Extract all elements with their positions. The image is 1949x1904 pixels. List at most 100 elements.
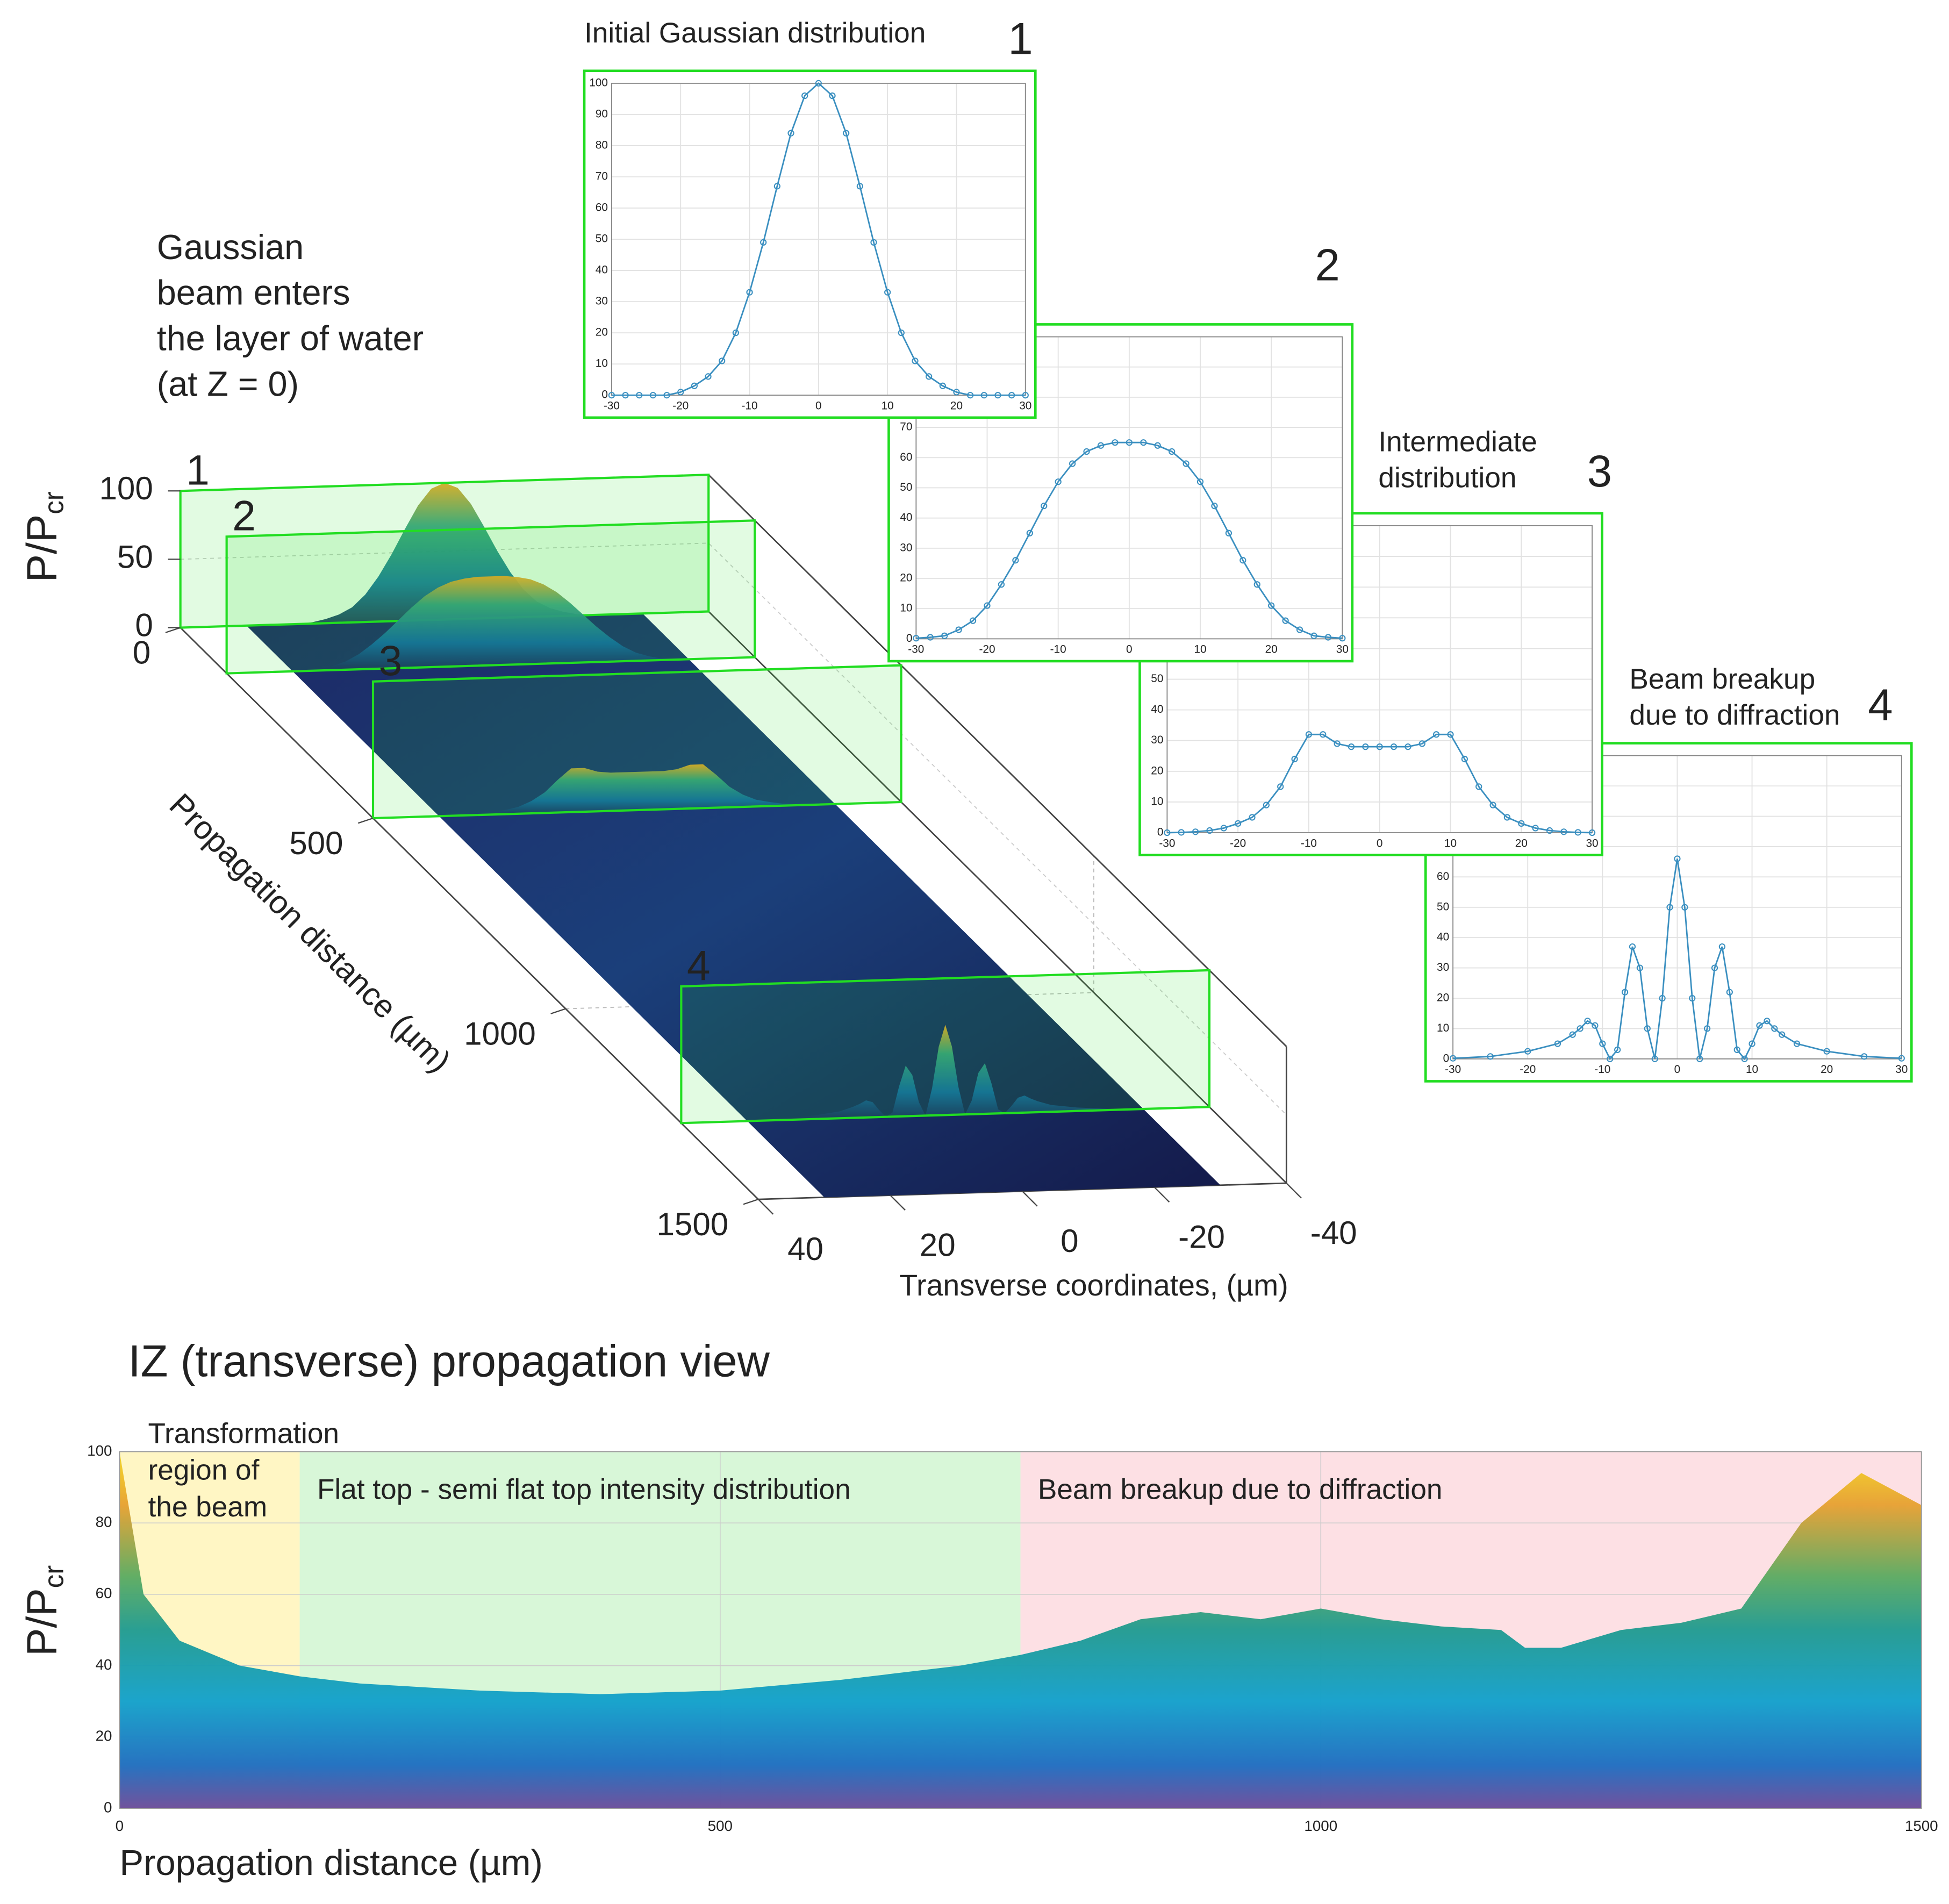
profile-point	[1447, 731, 1454, 738]
x-tick-label: 30	[1019, 400, 1031, 412]
profile-point	[1449, 1055, 1457, 1062]
y-tick-label: 10	[596, 357, 608, 370]
profile-point	[677, 389, 684, 396]
profile-point	[1282, 617, 1289, 624]
profile-point	[732, 330, 739, 337]
profile-point	[984, 602, 991, 609]
chart-title: IZ (transverse) propagation view	[128, 1336, 770, 1386]
profile-point	[649, 392, 657, 399]
z-tick-label: 50	[117, 539, 153, 575]
profile-point	[1733, 1046, 1740, 1054]
profile-point	[1524, 1048, 1531, 1055]
profile-point	[1022, 392, 1029, 399]
profile-point	[1164, 829, 1171, 836]
profile-point	[1183, 460, 1190, 467]
x-tick-label: -20	[1230, 837, 1246, 849]
profile-point	[1192, 828, 1199, 835]
profile-point	[622, 392, 629, 399]
x-tick-label: 1000	[1304, 1817, 1337, 1834]
y-tick-label: 60	[96, 1585, 112, 1601]
intensity-area	[119, 1451, 1922, 1808]
profile-point	[1041, 503, 1048, 510]
x-tick-label: -40	[1310, 1215, 1357, 1251]
profile-point	[1169, 448, 1176, 455]
axis-label: P/Pcr	[18, 1565, 68, 1656]
profile-chart: 0 10 20 30 40 50 60 70 80 90 100 -30 -20 -10 0 10 20 30 In…	[583, 14, 1037, 419]
chart-number: 2	[1315, 240, 1339, 290]
profile-point	[1225, 529, 1233, 536]
x-tick-label: -30	[604, 400, 620, 412]
profile-point	[1206, 827, 1213, 834]
tick-mark	[890, 1194, 906, 1211]
profile-point	[1644, 1025, 1651, 1032]
profile-point	[1696, 1055, 1703, 1062]
y-tick-label: 30	[1437, 961, 1449, 974]
profile-point	[1823, 1048, 1830, 1055]
axis-label: Transverse coordinates, (µm)	[899, 1269, 1288, 1302]
profile-point	[1418, 740, 1425, 747]
profile-point	[926, 373, 933, 380]
chart-title: due to diffraction	[1629, 699, 1840, 731]
chart-title: Beam breakup	[1629, 663, 1815, 695]
y-tick-label: 60	[1437, 870, 1449, 883]
profile-point	[1405, 743, 1411, 750]
tick-mark	[1153, 1186, 1170, 1203]
profile-point	[1532, 825, 1539, 832]
annotation: (at Z = 0)	[157, 364, 299, 403]
profile-point	[1674, 855, 1681, 862]
profile-line	[1453, 858, 1902, 1061]
y-tick-label: 0	[601, 389, 608, 401]
profile-point	[1636, 964, 1644, 971]
x-tick-label: 0	[1674, 1063, 1681, 1076]
x-tick-label: 30	[1895, 1063, 1908, 1076]
y-tick-label: 0	[133, 634, 151, 670]
y-tick-label: 60	[596, 202, 608, 214]
surface-slice	[747, 1025, 1144, 1121]
x-tick-label: 0	[1126, 643, 1133, 656]
profile-point	[1339, 635, 1346, 642]
profile-point	[1178, 829, 1185, 836]
y-tick-label: 80	[596, 139, 608, 151]
profile-point	[1348, 743, 1355, 750]
grid-line	[565, 856, 1094, 1010]
profile-point	[1703, 1025, 1711, 1032]
profile-point	[1584, 1018, 1591, 1025]
y-tick-label: 1000	[464, 1015, 536, 1051]
profile-point	[1277, 783, 1284, 790]
profile-point	[1666, 904, 1673, 911]
profile-point	[1235, 820, 1242, 827]
y-tick-label: 30	[596, 295, 608, 307]
tick-mark	[165, 627, 181, 633]
x-tick-label: 20	[950, 400, 963, 412]
profile-point	[1577, 1025, 1583, 1032]
y-tick-label: 100	[589, 76, 608, 89]
profile-point	[912, 357, 919, 364]
profile-point	[870, 239, 877, 246]
y-tick-label: 30	[900, 541, 912, 554]
profile-point	[856, 183, 863, 190]
region-label: Transformation	[148, 1418, 339, 1449]
y-tick-label: 70	[596, 170, 608, 182]
profile-point	[1239, 557, 1246, 564]
profile-point	[1629, 943, 1636, 950]
chart-title: Intermediate	[1378, 426, 1537, 457]
profile-point	[843, 130, 850, 137]
profile-point	[1291, 755, 1298, 763]
slice-label: 2	[232, 492, 256, 540]
axis-line	[708, 474, 1287, 1047]
axis-label-sub: cr	[38, 1565, 69, 1588]
y-tick-label: 40	[900, 511, 912, 524]
profile-point	[1320, 731, 1327, 738]
profile-point	[1518, 820, 1525, 827]
x-tick-label: 10	[1746, 1063, 1758, 1076]
profile-point	[1253, 581, 1260, 588]
y-tick-label: 0	[1443, 1052, 1450, 1064]
profile-point	[1749, 1040, 1755, 1047]
y-tick-label: 30	[1151, 734, 1163, 746]
tick-mark	[757, 1199, 774, 1215]
x-tick-label: 0	[116, 1817, 124, 1834]
plot-border	[1452, 755, 1902, 1060]
y-tick-label: 0	[1157, 826, 1164, 839]
profile-point	[1621, 989, 1629, 996]
